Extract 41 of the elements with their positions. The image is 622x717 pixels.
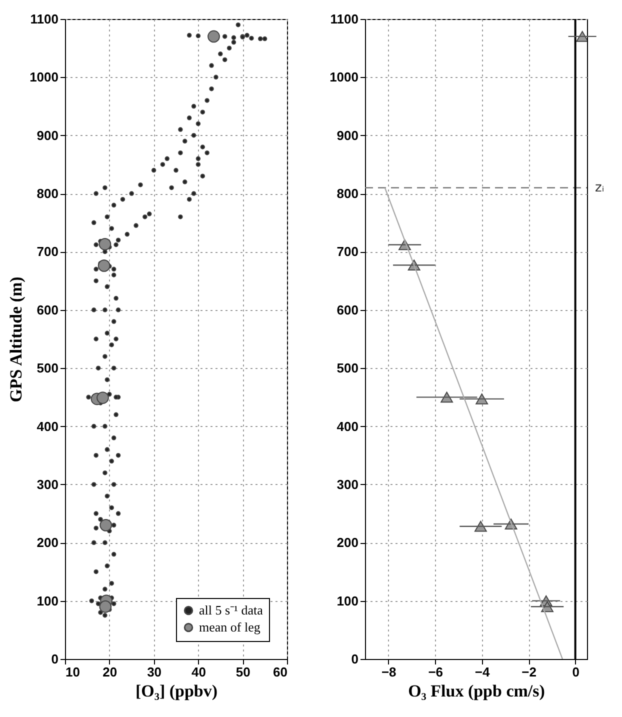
y-tick-label: 400 bbox=[336, 418, 358, 434]
y-tick-label: 300 bbox=[36, 476, 58, 492]
y-tick-label: 300 bbox=[336, 476, 358, 492]
y-tick-label: 1100 bbox=[30, 12, 58, 26]
y-tick-label: 1000 bbox=[30, 70, 58, 85]
legend-label: mean of leg bbox=[199, 620, 261, 634]
y-tick-label: 200 bbox=[336, 535, 358, 550]
y-tick-label: 100 bbox=[36, 593, 58, 608]
x-tick-label: −8 bbox=[381, 664, 396, 680]
x-tick-label: −4 bbox=[474, 664, 491, 680]
legend-label: all 5 s⁻¹ data bbox=[199, 602, 264, 618]
y-tick-label: 500 bbox=[336, 360, 358, 376]
y-tick-label: 500 bbox=[36, 360, 58, 376]
y-tick-label: 1000 bbox=[330, 70, 358, 85]
y-tick-label: 100 bbox=[336, 593, 358, 608]
y-tick-label: 900 bbox=[36, 128, 58, 143]
x-tick-label: 10 bbox=[66, 664, 80, 680]
y-tick-label: 600 bbox=[36, 302, 58, 318]
x-axis-title: [O₃] (ppbv) bbox=[135, 682, 218, 700]
x-tick-label: 30 bbox=[147, 664, 162, 680]
y-axis-title: GPS Altitude (m) bbox=[6, 276, 26, 402]
y-tick-label: 800 bbox=[36, 186, 58, 202]
y-tick-label: 0 bbox=[51, 652, 58, 666]
x-tick-label: 0 bbox=[572, 664, 580, 680]
y-tick-label: 400 bbox=[36, 418, 58, 434]
x-tick-label: −2 bbox=[522, 664, 536, 680]
y-tick-label: 0 bbox=[351, 652, 358, 666]
y-tick-label: 800 bbox=[336, 186, 358, 202]
ref-line-label: zᵢ bbox=[595, 180, 604, 196]
y-tick-label: 200 bbox=[36, 535, 58, 550]
x-tick-label: −6 bbox=[428, 664, 444, 680]
y-tick-label: 900 bbox=[336, 128, 358, 143]
y-tick-label: 1100 bbox=[330, 12, 358, 26]
y-tick-label: 700 bbox=[336, 244, 358, 260]
y-tick-label: 700 bbox=[36, 244, 58, 260]
x-tick-label: 60 bbox=[273, 664, 288, 680]
x-tick-label: 50 bbox=[236, 664, 250, 680]
x-axis-title: O₃ Flux (ppb cm/s) bbox=[408, 682, 545, 700]
y-tick-label: 600 bbox=[336, 302, 358, 318]
x-tick-label: 40 bbox=[191, 664, 206, 680]
x-tick-label: 20 bbox=[102, 664, 118, 680]
